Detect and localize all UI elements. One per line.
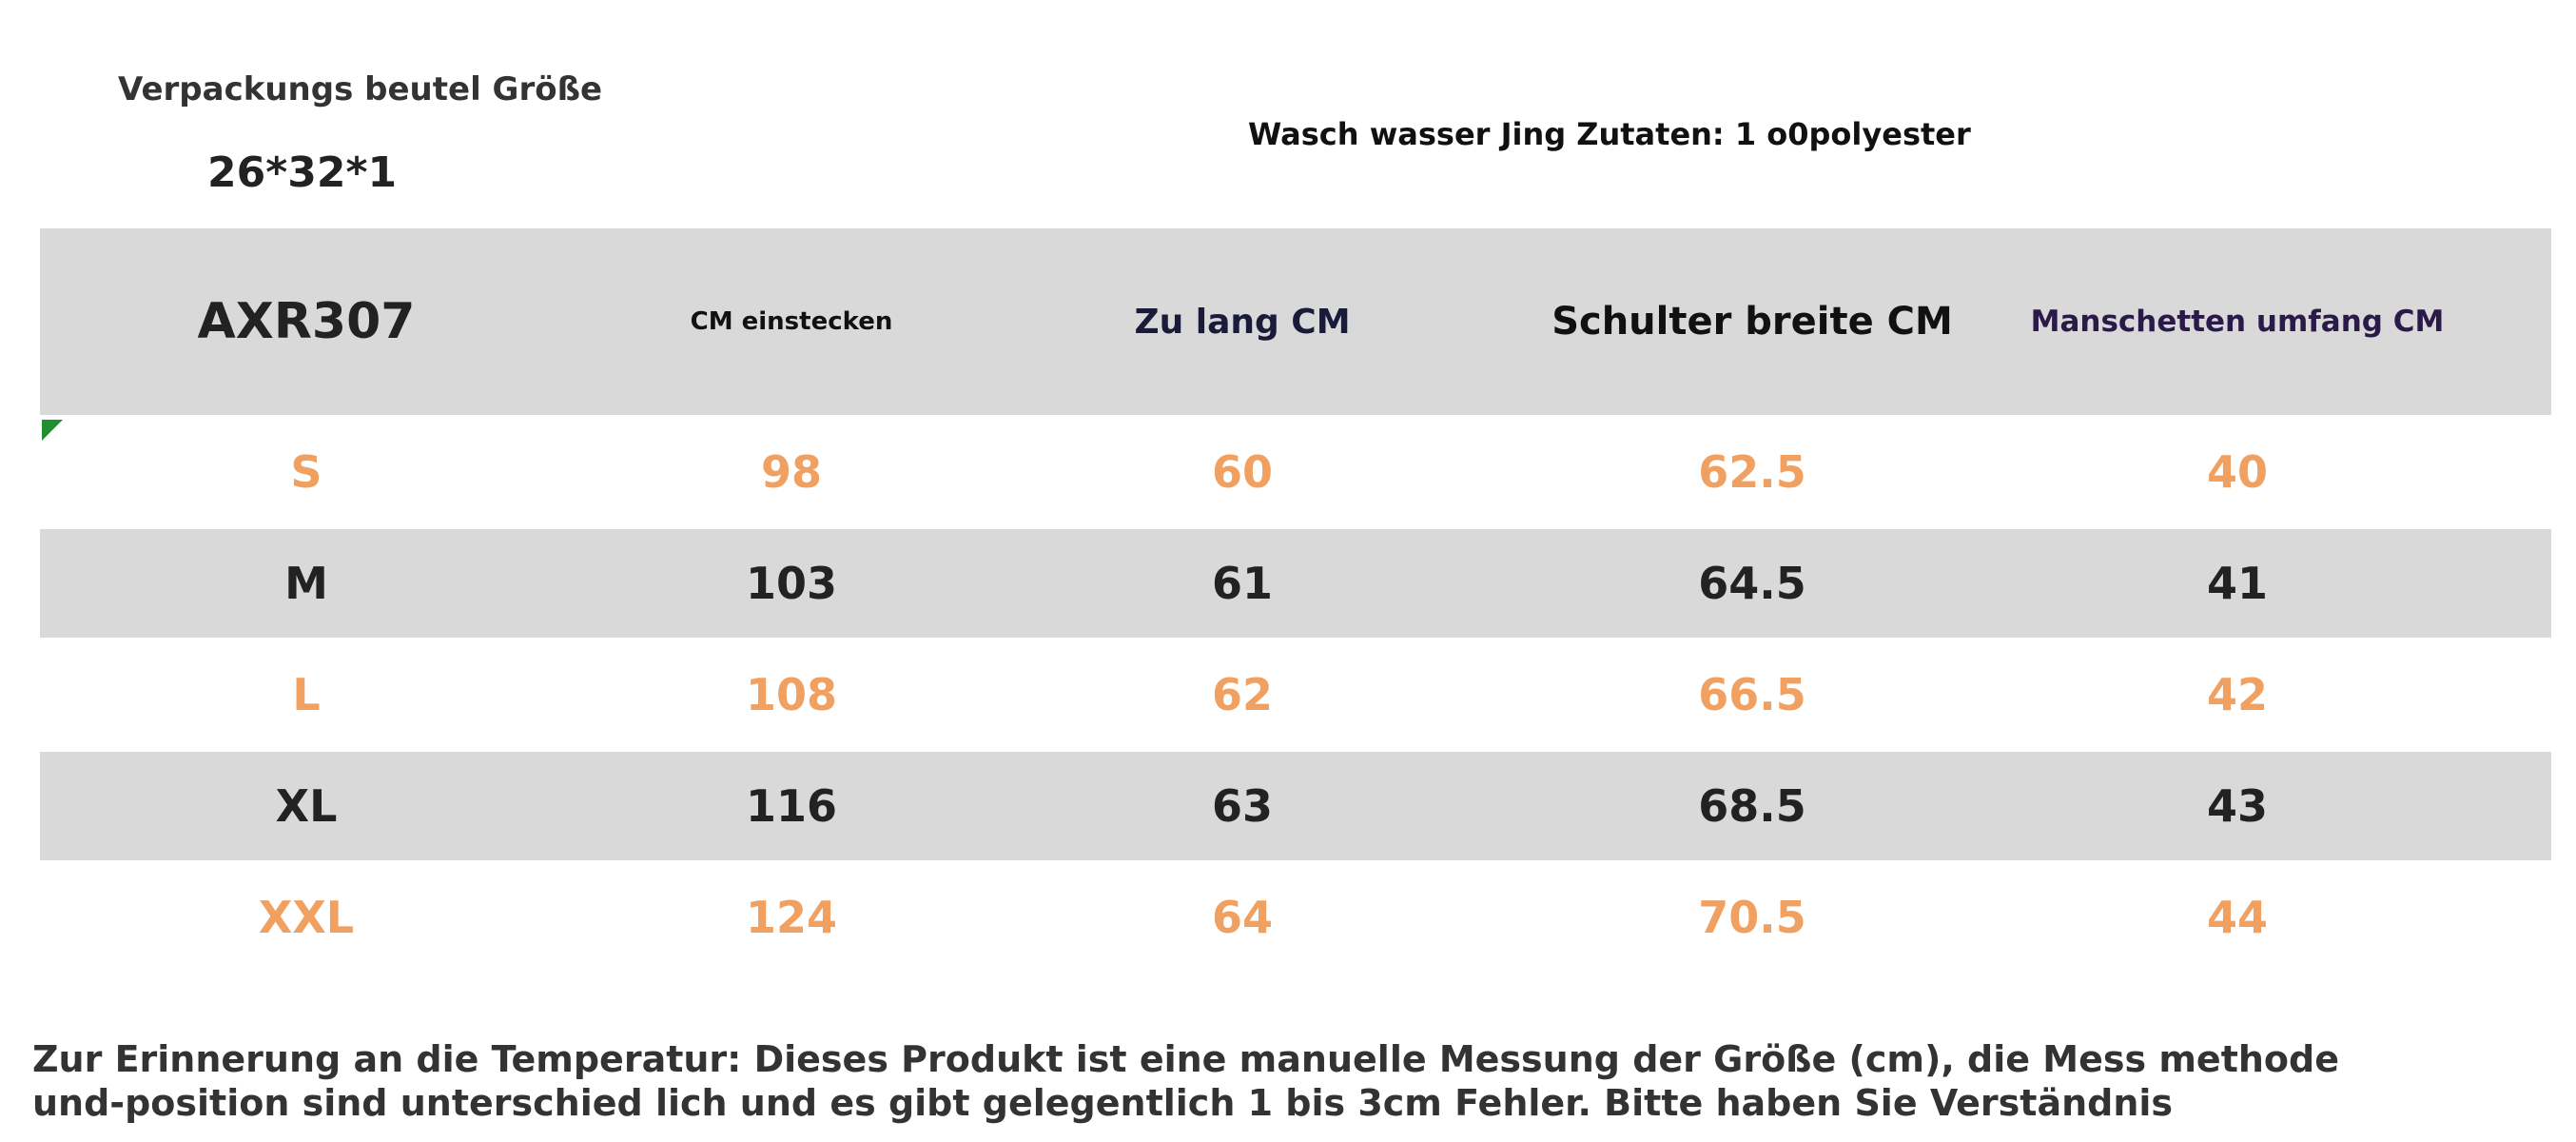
wash-ingredients-text: Wasch wasser Jing Zutaten: 1 o0polyester: [1248, 116, 1971, 152]
size-cell: L: [292, 669, 321, 720]
table-header-row: AXR307 CM einstecken Zu lang CM Schulter…: [40, 228, 2551, 415]
chest-cell: 98: [760, 446, 823, 498]
table-row: M 103 61 64.5 41: [40, 529, 2551, 638]
measurement-note: Zur Erinnerung an die Temperatur: Dieses…: [32, 1037, 2553, 1125]
shoulder-cell: 62.5: [1698, 446, 1806, 498]
shoulder-cell: 70.5: [1698, 892, 1806, 943]
size-cell: M: [284, 558, 328, 609]
shoulder-cell: 68.5: [1698, 780, 1806, 832]
size-chart-table: AXR307 CM einstecken Zu lang CM Schulter…: [40, 228, 2551, 975]
length-cell: 63: [1211, 780, 1274, 832]
packaging-size-value: 26*32*1: [207, 148, 398, 197]
header-cuff-circumference: Manschetten umfang CM: [2030, 305, 2445, 339]
size-cell: S: [290, 446, 322, 498]
table-row: L 108 62 66.5 42: [40, 638, 2551, 752]
cuff-cell: 44: [2206, 892, 2269, 943]
size-cell: XL: [275, 780, 338, 832]
packaging-size-label: Verpackungs beutel Größe: [118, 70, 603, 108]
cuff-cell: 42: [2206, 669, 2269, 720]
table-row: XXL 124 64 70.5 44: [40, 860, 2551, 975]
chest-cell: 108: [745, 669, 838, 720]
note-line-2: und-position sind unterschied lich und e…: [32, 1082, 2174, 1124]
size-cell: XXL: [258, 892, 355, 943]
table-row: XL 116 63 68.5 43: [40, 752, 2551, 860]
header-model-code: AXR307: [197, 293, 416, 350]
header-chest: CM einstecken: [690, 307, 893, 336]
cuff-cell: 41: [2206, 558, 2269, 609]
note-line-1: Zur Erinnerung an die Temperatur: Dieses…: [32, 1038, 2339, 1080]
chest-cell: 103: [745, 558, 838, 609]
green-corner-marker: [42, 420, 63, 441]
length-cell: 64: [1211, 892, 1274, 943]
header-length: Zu lang CM: [1134, 302, 1351, 342]
header-shoulder-width: Schulter breite CM: [1551, 300, 1953, 344]
length-cell: 62: [1211, 669, 1274, 720]
cuff-cell: 43: [2206, 780, 2269, 832]
chest-cell: 116: [745, 780, 838, 832]
length-cell: 60: [1211, 446, 1274, 498]
table-row: S 98 60 62.5 40: [40, 415, 2551, 529]
cuff-cell: 40: [2206, 446, 2269, 498]
length-cell: 61: [1211, 558, 1274, 609]
shoulder-cell: 66.5: [1698, 669, 1806, 720]
chest-cell: 124: [745, 892, 838, 943]
shoulder-cell: 64.5: [1698, 558, 1806, 609]
